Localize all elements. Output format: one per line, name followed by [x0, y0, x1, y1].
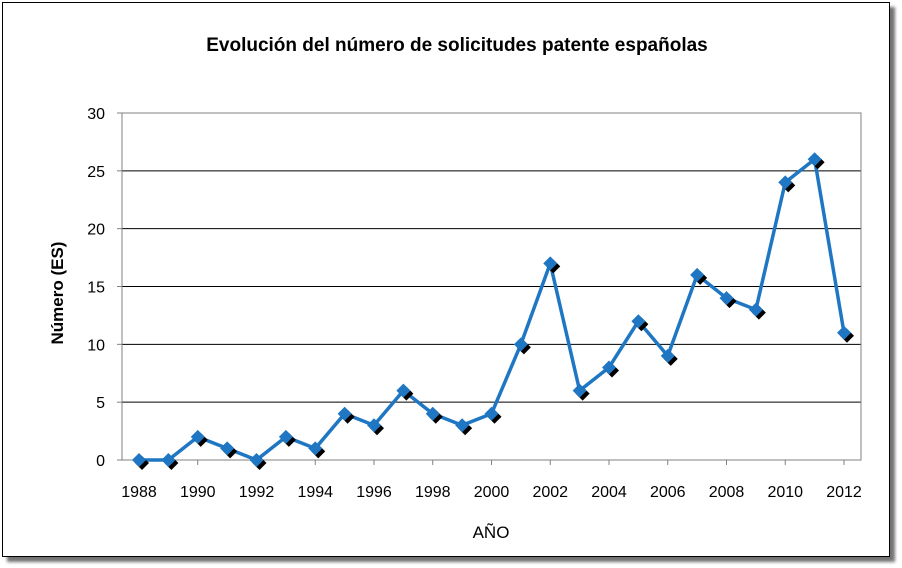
y-axis-label: Número (ES)	[48, 242, 67, 345]
data-point-marker	[396, 383, 411, 398]
data-point	[719, 291, 737, 309]
data-point	[572, 383, 590, 401]
data-point	[513, 337, 531, 355]
data-point-marker	[837, 325, 851, 340]
x-tick-label: 1994	[297, 484, 333, 501]
data-point	[748, 302, 766, 320]
data-point-marker	[778, 175, 793, 190]
data-point	[278, 429, 296, 447]
y-tick-label: 5	[96, 395, 105, 412]
data-point-marker	[748, 302, 763, 317]
data-point-marker	[660, 348, 675, 363]
data-point-marker	[367, 418, 381, 433]
y-tick-label: 30	[87, 106, 105, 123]
y-tick-label: 20	[87, 222, 105, 239]
data-point-marker	[807, 152, 822, 167]
x-tick-label: 1992	[239, 484, 275, 501]
x-tick-label: 2004	[591, 484, 627, 501]
data-point-marker	[278, 429, 293, 444]
data-point	[837, 325, 854, 343]
data-point	[249, 453, 267, 470]
data-point	[367, 418, 384, 436]
y-tick-label: 25	[87, 164, 105, 181]
x-axis-label: AÑO	[473, 523, 510, 542]
data-point-marker	[308, 441, 323, 456]
y-axis: 0 5 10 15 20 25 30	[87, 106, 122, 470]
data-point	[690, 267, 708, 285]
data-point	[337, 406, 355, 424]
y-tick-label: 15	[87, 280, 105, 297]
x-tick-label: 1998	[415, 484, 451, 501]
data-point	[660, 348, 678, 366]
data-point	[631, 314, 649, 332]
data-point-marker	[425, 406, 440, 421]
data-point	[602, 360, 619, 378]
y-tick-label: 10	[87, 337, 105, 354]
data-point	[543, 256, 561, 274]
data-point-marker	[132, 453, 146, 467]
chart-frame: Evolución del número de solicitudes pate…	[2, 2, 890, 557]
data-point-marker	[719, 291, 734, 306]
data-point-marker	[572, 383, 587, 398]
y-tick-label: 0	[96, 453, 105, 470]
x-tick-label: 2002	[532, 484, 568, 501]
data-point	[425, 406, 443, 424]
data-point-marker	[484, 406, 499, 421]
data-point	[484, 406, 502, 424]
x-axis: 1988 1990 1992 1994 1996 1998 2000 2002 2004 2006…	[121, 460, 862, 501]
line-chart: Evolución del número de solicitudes pate…	[48, 35, 862, 542]
data-point	[396, 383, 414, 401]
x-tick-label: 2008	[709, 484, 745, 501]
data-point	[220, 441, 238, 459]
data-point	[190, 429, 208, 447]
data-point	[807, 152, 825, 170]
x-tick-label: 1990	[180, 484, 216, 501]
data-point	[778, 175, 796, 193]
data-point-marker	[602, 360, 616, 375]
data-point	[455, 418, 473, 436]
data-point-marker	[220, 441, 235, 456]
data-point-marker	[543, 256, 558, 271]
series	[132, 152, 854, 470]
x-tick-label: 1988	[121, 484, 157, 501]
data-point-marker	[513, 337, 528, 352]
data-point-marker	[631, 314, 646, 329]
data-point	[132, 453, 149, 470]
x-tick-label: 2012	[826, 484, 862, 501]
x-tick-label: 1996	[356, 484, 392, 501]
data-point-marker	[337, 406, 352, 421]
data-point	[308, 441, 326, 459]
x-tick-label: 2000	[474, 484, 510, 501]
chart-title: Evolución del número de solicitudes pate…	[206, 35, 708, 56]
x-tick-label: 2010	[767, 484, 803, 501]
data-point-marker	[690, 267, 705, 282]
data-point	[161, 453, 179, 470]
data-point-marker	[161, 453, 176, 467]
x-tick-label: 2006	[650, 484, 686, 501]
data-point-marker	[455, 418, 470, 433]
data-point-marker	[190, 429, 205, 444]
data-point-marker	[249, 453, 264, 467]
